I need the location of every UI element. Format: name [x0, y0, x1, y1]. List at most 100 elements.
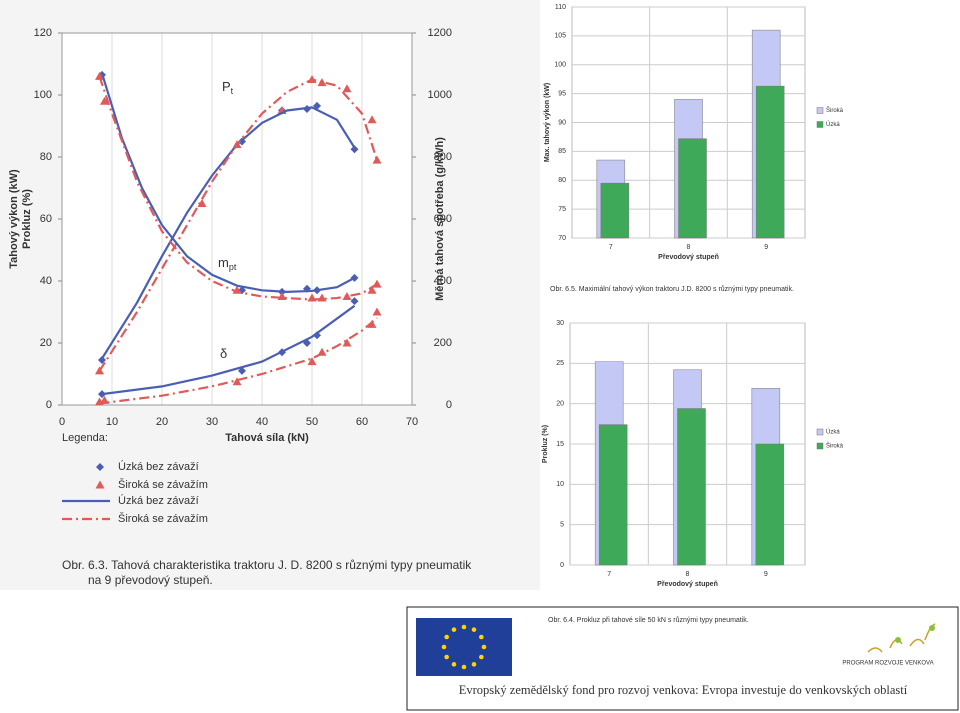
point	[100, 96, 109, 105]
eu-star	[444, 634, 449, 640]
y-tick-label: 10	[556, 481, 564, 488]
curve	[101, 304, 356, 396]
y-axis-label: Tahový výkon (kW)	[8, 169, 20, 269]
annotation-sub: t	[231, 86, 234, 96]
y-tick-label: 20	[40, 337, 52, 349]
x-tick-label: 9	[764, 571, 768, 578]
legend-label: Široká	[826, 107, 844, 114]
y-tick-label: 110	[555, 4, 566, 11]
legend-label: Široká se závažím	[118, 478, 208, 491]
x-axis-label: Převodový stupeň	[658, 254, 719, 261]
x-tick-label: 40	[256, 416, 268, 428]
y-tick-label: 85	[558, 148, 566, 155]
eu-star	[471, 662, 477, 667]
bar	[598, 424, 628, 566]
legend-swatch	[816, 428, 824, 436]
point	[342, 338, 352, 347]
y-tick-label: 5	[560, 522, 564, 529]
y-tick-label: 25	[556, 360, 564, 367]
y-tick-label: 80	[558, 177, 566, 184]
y-axis-label: Max. tahový výkon (kW)	[544, 83, 551, 162]
caption: Obr. 6.3. Tahová charakteristika traktor…	[62, 558, 472, 572]
annotation: Pt	[222, 79, 234, 96]
x-tick-label: 70	[406, 416, 418, 428]
caption: Obr. 6.4. Prokluz při tahové síle 50 kN …	[548, 616, 749, 624]
curve	[98, 78, 379, 372]
y-tick-label: 120	[34, 27, 52, 39]
y2-axis-label: Měrná tahová spotřeba (g/kWh)	[434, 137, 446, 301]
y2-tick-label: 800	[434, 151, 452, 163]
y-tick-label: 70	[558, 235, 566, 242]
legend-swatch	[816, 107, 824, 114]
y-axis-label: Prokluz (%)	[21, 189, 33, 249]
legend-title: Legenda:	[62, 432, 108, 444]
y-tick-label: 20	[556, 401, 564, 408]
x-tick-label: 30	[206, 416, 218, 428]
x-tick-label: 8	[686, 571, 690, 578]
y2-tick-label: 200	[434, 337, 452, 349]
point	[95, 480, 105, 489]
plot-frame	[61, 32, 413, 406]
logo-text: PROGRAM ROZVOJE VENKOVA	[842, 661, 933, 667]
x-tick-label: 7	[607, 571, 611, 578]
x-axis-label: Převodový stupeň	[657, 581, 718, 588]
y2-tick-label: 1200	[428, 27, 452, 39]
legend-swatch	[816, 121, 824, 128]
x-tick-label: 20	[156, 416, 168, 428]
y2-tick-label: 400	[434, 275, 452, 287]
point	[313, 331, 321, 340]
y-tick-label: 40	[40, 275, 52, 287]
point	[307, 357, 317, 366]
point	[372, 307, 382, 316]
eu-star	[441, 644, 447, 650]
bar	[600, 182, 630, 239]
caption: na 9 převodový stupeň.	[88, 573, 213, 587]
legend-label: Úzká bez závaží	[118, 460, 199, 473]
eu-stars	[441, 624, 487, 670]
bar	[755, 443, 785, 566]
legend-label: Široká	[826, 443, 844, 450]
y-tick-label: 0	[560, 562, 564, 569]
point	[197, 199, 207, 207]
legend-label: Úzká bez závaží	[118, 494, 199, 507]
bar	[677, 408, 706, 566]
annotation: mpt	[218, 255, 237, 272]
y-tick-label: 105	[554, 33, 566, 40]
eu-star	[479, 654, 484, 660]
y-tick-label: 80	[40, 151, 52, 163]
annotation-text: δ	[220, 346, 227, 361]
y-tick-label: 95	[558, 90, 566, 97]
x-tick-label: 7	[609, 244, 613, 251]
y2-tick-label: 600	[434, 213, 452, 225]
eu-star	[451, 627, 457, 632]
eu-star	[461, 664, 467, 670]
annotation: δ	[220, 346, 227, 361]
y-tick-label: 75	[558, 206, 566, 213]
bar	[678, 138, 707, 239]
point	[342, 292, 352, 300]
point	[95, 71, 104, 80]
rural-logo	[867, 623, 936, 653]
y-tick-label: 30	[556, 320, 564, 327]
point	[372, 155, 382, 164]
point	[367, 319, 377, 328]
point	[96, 463, 104, 471]
point	[238, 366, 246, 375]
legend-label: Úzká	[826, 429, 840, 436]
y-tick-label: 100	[34, 89, 52, 101]
y-tick-label: 15	[556, 441, 564, 448]
annotation-text: P	[222, 79, 231, 94]
point	[367, 115, 377, 124]
y2-tick-label: 1000	[428, 89, 452, 101]
annotation-text: m	[218, 255, 229, 270]
point	[350, 297, 359, 306]
footer-text: Evropský zemědělský fond pro rozvoj venk…	[459, 683, 908, 697]
point	[317, 78, 327, 87]
x-tick-label: 60	[356, 416, 368, 428]
x-axis-label: Tahová síla (kN)	[225, 432, 309, 444]
legend-label: Široká se závažím	[118, 512, 208, 525]
point	[232, 377, 242, 386]
annotation-sub: pt	[229, 262, 237, 272]
curve	[100, 72, 356, 293]
x-tick-label: 0	[59, 416, 65, 428]
